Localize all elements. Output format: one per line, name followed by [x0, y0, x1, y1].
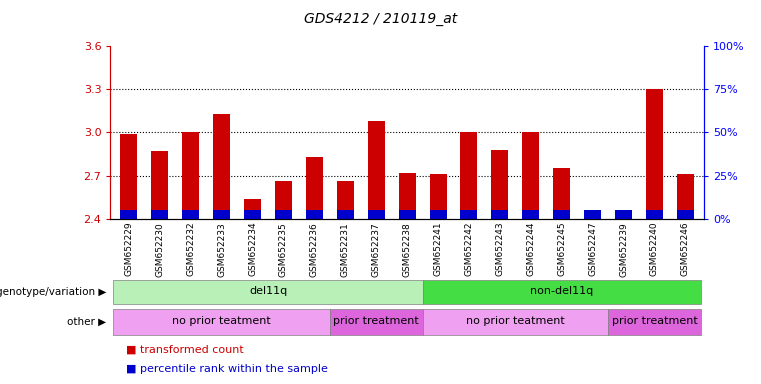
Bar	[244, 210, 261, 219]
Bar	[553, 169, 570, 219]
Bar	[553, 210, 570, 219]
Bar	[460, 210, 477, 219]
Text: GSM652247: GSM652247	[588, 222, 597, 276]
Bar	[213, 210, 230, 219]
Bar	[677, 174, 694, 219]
Text: GSM652239: GSM652239	[619, 222, 628, 276]
Bar	[399, 210, 416, 219]
Text: GSM652240: GSM652240	[650, 222, 659, 276]
Bar	[337, 181, 354, 219]
Text: no prior teatment: no prior teatment	[466, 316, 565, 326]
Bar	[584, 216, 601, 219]
Bar	[151, 210, 168, 219]
Bar	[522, 132, 540, 219]
Bar	[608, 309, 701, 334]
Bar	[306, 157, 323, 219]
Text: GSM652246: GSM652246	[681, 222, 690, 276]
Text: ■ transformed count: ■ transformed count	[126, 344, 244, 354]
Text: GSM652229: GSM652229	[124, 222, 133, 276]
Text: GSM652238: GSM652238	[403, 222, 412, 276]
Bar	[615, 210, 632, 219]
Bar	[182, 132, 199, 219]
Bar	[113, 280, 422, 304]
Text: other ▶: other ▶	[68, 316, 107, 327]
Text: GSM652243: GSM652243	[495, 222, 505, 276]
Bar	[677, 210, 694, 219]
Bar	[492, 150, 508, 219]
Text: GSM652244: GSM652244	[527, 222, 535, 276]
Bar	[646, 89, 663, 219]
Text: GDS4212 / 210119_at: GDS4212 / 210119_at	[304, 12, 457, 25]
Text: genotype/variation ▶: genotype/variation ▶	[0, 287, 107, 297]
Text: GSM652237: GSM652237	[371, 222, 380, 276]
Bar	[399, 173, 416, 219]
Text: GSM652235: GSM652235	[279, 222, 288, 276]
Bar	[429, 174, 447, 219]
Bar	[330, 309, 422, 334]
Bar	[522, 210, 540, 219]
Text: non-del11q: non-del11q	[530, 286, 594, 296]
Text: ■ percentile rank within the sample: ■ percentile rank within the sample	[126, 364, 327, 374]
Text: prior treatment: prior treatment	[612, 316, 697, 326]
Bar	[429, 210, 447, 219]
Text: GSM652232: GSM652232	[186, 222, 196, 276]
Text: GSM652245: GSM652245	[557, 222, 566, 276]
Bar	[275, 210, 292, 219]
Bar	[422, 309, 608, 334]
Bar	[368, 121, 385, 219]
Bar	[244, 199, 261, 219]
Text: GSM652233: GSM652233	[217, 222, 226, 276]
Bar	[422, 280, 701, 304]
Text: GSM652241: GSM652241	[434, 222, 443, 276]
Text: GSM652236: GSM652236	[310, 222, 319, 276]
Bar	[337, 210, 354, 219]
Bar	[182, 210, 199, 219]
Bar	[584, 210, 601, 219]
Bar	[113, 309, 330, 334]
Bar	[460, 132, 477, 219]
Text: del11q: del11q	[249, 286, 287, 296]
Bar	[615, 215, 632, 219]
Bar	[213, 114, 230, 219]
Bar	[646, 210, 663, 219]
Bar	[306, 210, 323, 219]
Text: prior treatment: prior treatment	[333, 316, 419, 326]
Text: GSM652242: GSM652242	[464, 222, 473, 276]
Text: GSM652234: GSM652234	[248, 222, 257, 276]
Text: GSM652230: GSM652230	[155, 222, 164, 276]
Bar	[275, 181, 292, 219]
Bar	[120, 134, 138, 219]
Bar	[151, 151, 168, 219]
Bar	[368, 210, 385, 219]
Text: no prior teatment: no prior teatment	[172, 316, 271, 326]
Bar	[492, 210, 508, 219]
Bar	[120, 210, 138, 219]
Text: GSM652231: GSM652231	[341, 222, 350, 276]
